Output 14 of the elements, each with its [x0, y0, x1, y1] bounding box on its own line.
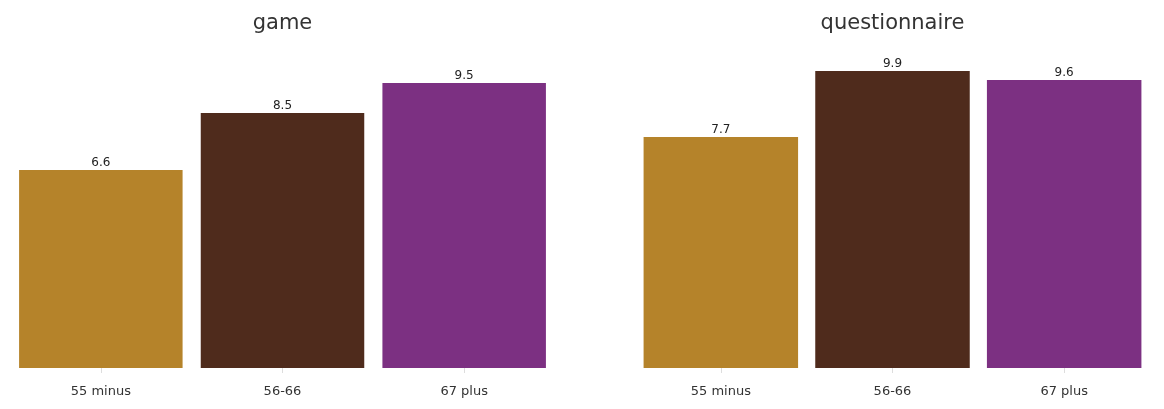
data-label: 9.5 — [454, 68, 474, 82]
data-label: 9.9 — [882, 56, 903, 70]
x-tick-label: 67 plus — [1040, 383, 1089, 398]
chart-title: game — [252, 9, 313, 34]
x-tick-label: 55 minus — [70, 383, 132, 398]
x-tick-label: 67 plus — [440, 383, 489, 398]
data-label: 7.7 — [711, 122, 731, 136]
data-label: 9.6 — [1054, 65, 1074, 79]
data-label: 8.5 — [272, 98, 293, 112]
data-label: 6.6 — [91, 155, 111, 169]
x-tick-label: 55 minus — [690, 383, 752, 398]
x-tick-label: 56-66 — [263, 383, 302, 398]
x-tick-label: 56-66 — [873, 383, 912, 398]
chart-title: questionnaire — [820, 9, 965, 34]
